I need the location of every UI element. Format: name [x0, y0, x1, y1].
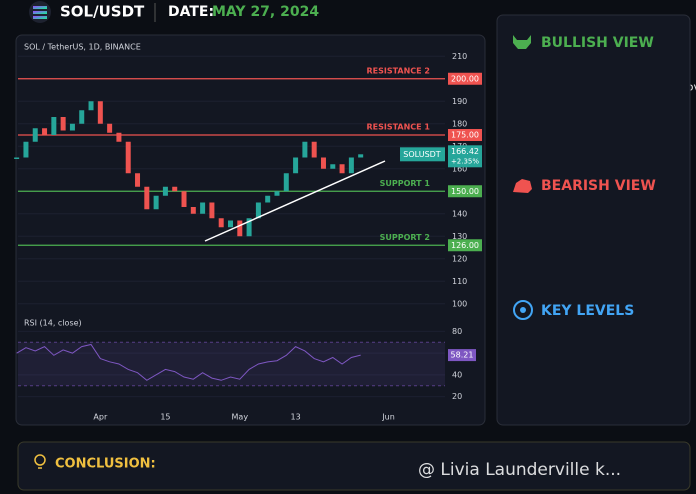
candle	[265, 195, 271, 203]
candle	[79, 110, 85, 124]
candle	[69, 123, 75, 131]
change: +2.35%	[451, 157, 479, 165]
candle	[88, 101, 94, 111]
x-tick-label: 13	[290, 413, 300, 422]
watermark: @ Livia Launderville k...	[418, 460, 621, 480]
symbol-badge-label: SOLUSDT	[403, 150, 441, 159]
price-badge	[448, 145, 482, 168]
y-tick-label: 130	[452, 232, 467, 241]
candle	[181, 191, 187, 207]
candle	[32, 128, 38, 142]
candle	[330, 164, 336, 169]
conclusion-box	[17, 441, 691, 491]
date-label: DATE:	[168, 4, 214, 20]
candle	[311, 141, 317, 158]
candle	[23, 141, 29, 158]
level-value: 150.00	[451, 187, 479, 196]
level-value: 200.00	[451, 74, 479, 83]
candle	[358, 154, 364, 158]
candle	[209, 202, 215, 219]
chart-title: SOL / TetherUS, 1D, BINANCE	[24, 43, 141, 52]
rsi-band	[18, 342, 445, 386]
y-tick-label: 210	[452, 52, 467, 61]
y-tick-label: 190	[452, 97, 467, 106]
candle	[339, 164, 345, 174]
x-tick-label: 15	[160, 413, 170, 422]
x-tick-label: Apr	[93, 413, 108, 422]
candle	[135, 173, 141, 187]
symbol: SOL/USDT	[60, 3, 145, 21]
bearish-title: BEARISH VIEW	[541, 178, 656, 194]
candle	[218, 218, 224, 228]
level-name: RESISTANCE 2	[366, 66, 430, 75]
candle	[320, 157, 326, 169]
symbol-badge	[400, 147, 445, 162]
candle	[107, 123, 113, 133]
y-tick-label: 140	[452, 209, 467, 218]
candle	[125, 141, 131, 174]
candle	[60, 117, 66, 131]
candle	[116, 132, 122, 142]
y-tick-label: 40	[452, 370, 462, 379]
candle	[144, 186, 150, 210]
level-badge	[448, 129, 482, 141]
y-tick-label: 100	[452, 299, 467, 308]
candle	[274, 191, 280, 196]
logo-bar	[33, 11, 47, 14]
level-badge	[448, 239, 482, 252]
level-value: 126.00	[451, 241, 479, 250]
candle	[283, 173, 289, 192]
analysis-panel	[496, 14, 691, 426]
y-tick-label: 80	[452, 327, 462, 336]
candle	[97, 101, 103, 124]
logo-bar	[33, 16, 47, 19]
conclusion-label: CONCLUSION:	[55, 457, 156, 472]
candle	[228, 220, 233, 228]
level-badge	[448, 185, 482, 198]
candle	[246, 218, 252, 237]
trendline	[204, 160, 386, 242]
bear-icon	[513, 179, 532, 193]
rsi-badge	[448, 349, 476, 362]
candle	[348, 157, 354, 174]
candle	[200, 202, 206, 214]
x-tick-label: May	[232, 413, 249, 422]
level-badge	[448, 72, 482, 85]
bulb-icon	[34, 454, 46, 466]
candle	[302, 141, 308, 158]
candle	[51, 117, 57, 135]
rsi-title: RSI (14, close)	[24, 319, 82, 328]
candle	[14, 157, 20, 159]
y-tick-label: 120	[452, 254, 467, 263]
candle	[190, 207, 196, 214]
candle	[255, 202, 261, 219]
y-tick-label: 110	[452, 277, 467, 286]
y-tick-label: 180	[452, 119, 467, 128]
y-tick-label: 160	[452, 164, 467, 173]
rsi-last: 58.21	[451, 351, 474, 360]
candle	[153, 195, 159, 210]
level-name: SUPPORT 1	[380, 179, 431, 188]
candle	[293, 157, 299, 174]
target-icon	[513, 300, 533, 320]
level-name: SUPPORT 2	[380, 233, 430, 242]
key-levels-title: KEY LEVELS	[541, 303, 634, 319]
last-price: 166.42	[451, 147, 479, 156]
y-tick-label: 20	[452, 392, 462, 401]
level-value: 175.00	[451, 131, 479, 140]
date: MAY 27, 2024	[212, 4, 319, 20]
target-icon	[520, 307, 526, 313]
candle	[237, 220, 243, 237]
candle	[172, 186, 178, 192]
x-tick-label: Jun	[381, 413, 395, 422]
bull-icon	[513, 35, 531, 49]
rsi-line	[16, 343, 361, 381]
bullish-title: BULLISH VIEW	[541, 35, 654, 51]
logo-bar	[33, 6, 47, 9]
candle	[162, 186, 168, 196]
candle	[42, 128, 48, 135]
level-name: RESISTANCE 1	[366, 123, 430, 132]
